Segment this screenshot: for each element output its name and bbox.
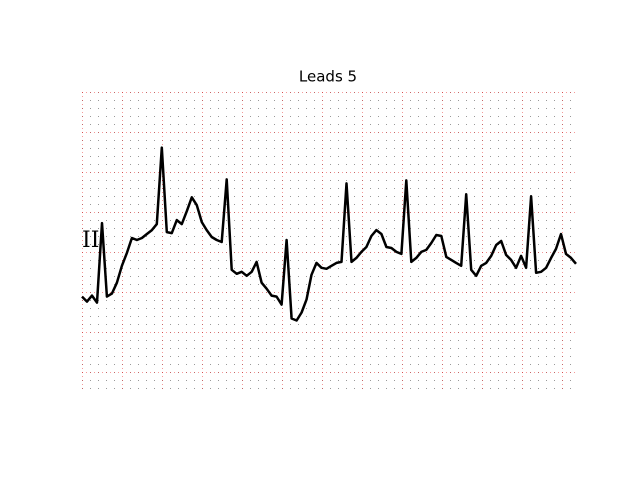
chart-title: Leads 5 (299, 68, 357, 86)
grid-major (82, 92, 576, 390)
ecg-line (81, 146, 577, 322)
lead-label: II (82, 228, 99, 253)
